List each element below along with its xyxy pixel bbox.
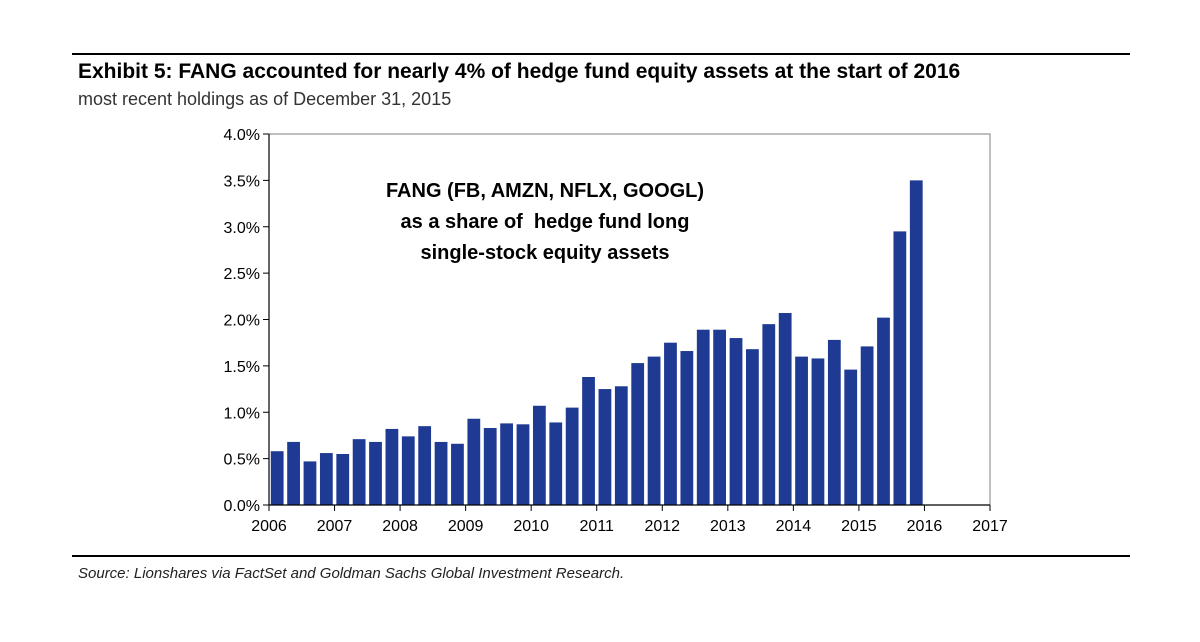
bar xyxy=(451,443,464,505)
bar xyxy=(746,349,759,505)
bar xyxy=(664,342,677,505)
x-tick-label: 2007 xyxy=(317,518,353,535)
bar xyxy=(893,231,907,505)
bar xyxy=(729,338,743,505)
bottom-rule xyxy=(72,555,1130,557)
x-tick-label: 2008 xyxy=(382,518,418,535)
bar xyxy=(680,351,694,505)
y-tick-label: 1.5% xyxy=(224,359,260,376)
y-tick-label: 2.5% xyxy=(224,266,260,283)
y-tick-label: 2.0% xyxy=(224,313,260,330)
x-tick-label: 2013 xyxy=(710,518,746,535)
y-tick-label: 0.0% xyxy=(224,498,260,515)
x-tick-label: 2015 xyxy=(841,518,877,535)
exhibit-title: Exhibit 5: FANG accounted for nearly 4% … xyxy=(78,60,961,83)
bar xyxy=(549,422,563,505)
bar xyxy=(500,423,513,505)
bar xyxy=(762,324,776,505)
bar xyxy=(877,317,890,505)
bar xyxy=(713,329,727,505)
y-axis-ticks: 0.0% 0.5% 1.0% 1.5% 2.0% 2.5% 3.0% 3.5% 4.0% xyxy=(224,127,269,515)
annotation-line: as a share of hedge fund long xyxy=(401,211,690,233)
chart-annotation: FANG (FB, AMZN, NFLX, GOOGL) as a share o… xyxy=(386,180,704,264)
bar xyxy=(532,405,546,505)
x-tick-label: 2010 xyxy=(513,518,549,535)
bar xyxy=(696,329,710,505)
bar xyxy=(631,363,645,505)
bar xyxy=(516,424,530,505)
y-tick-label: 4.0% xyxy=(224,127,260,144)
bar xyxy=(778,313,792,505)
bar xyxy=(614,386,628,505)
y-tick-label: 1.0% xyxy=(224,405,260,422)
y-tick-label: 3.0% xyxy=(224,220,260,237)
bar xyxy=(582,377,595,505)
bar xyxy=(434,441,448,505)
source-note: Source: Lionshares via FactSet and Goldm… xyxy=(78,565,625,582)
x-axis-ticks: 2006 2007 2008 2009 2010 2011 2012 2013 2014 2015… xyxy=(251,505,1008,535)
bar xyxy=(352,439,366,505)
bar xyxy=(647,356,661,505)
x-tick-label: 2014 xyxy=(776,518,812,535)
bar xyxy=(860,346,874,505)
bar xyxy=(369,441,382,505)
y-tick-label: 0.5% xyxy=(224,452,260,469)
bar xyxy=(319,453,333,505)
bar xyxy=(303,461,317,505)
annotation-line: single-stock equity assets xyxy=(421,242,670,264)
bar xyxy=(287,441,300,505)
bar xyxy=(336,453,350,505)
bar xyxy=(483,428,497,505)
x-tick-label: 2016 xyxy=(907,518,943,535)
x-tick-label: 2012 xyxy=(644,518,680,535)
annotation-line: FANG (FB, AMZN, NFLX, GOOGL) xyxy=(386,180,704,202)
bars-group xyxy=(270,180,923,505)
bar xyxy=(418,426,432,505)
top-rule xyxy=(72,53,1130,55)
bar xyxy=(385,428,399,505)
bar xyxy=(401,436,415,505)
bar xyxy=(270,451,284,505)
x-tick-label: 2011 xyxy=(580,518,615,535)
bar xyxy=(565,407,579,505)
bar xyxy=(467,418,481,505)
x-tick-label: 2017 xyxy=(972,518,1008,535)
x-tick-label: 2009 xyxy=(448,518,484,535)
bar xyxy=(909,180,923,505)
x-tick-label: 2006 xyxy=(251,518,287,535)
bar xyxy=(844,369,858,505)
bar xyxy=(598,389,612,505)
exhibit-subtitle: most recent holdings as of December 31, … xyxy=(78,89,452,109)
y-tick-label: 3.5% xyxy=(224,173,260,190)
bar xyxy=(827,339,841,505)
bar xyxy=(811,358,825,505)
bar xyxy=(795,356,808,505)
